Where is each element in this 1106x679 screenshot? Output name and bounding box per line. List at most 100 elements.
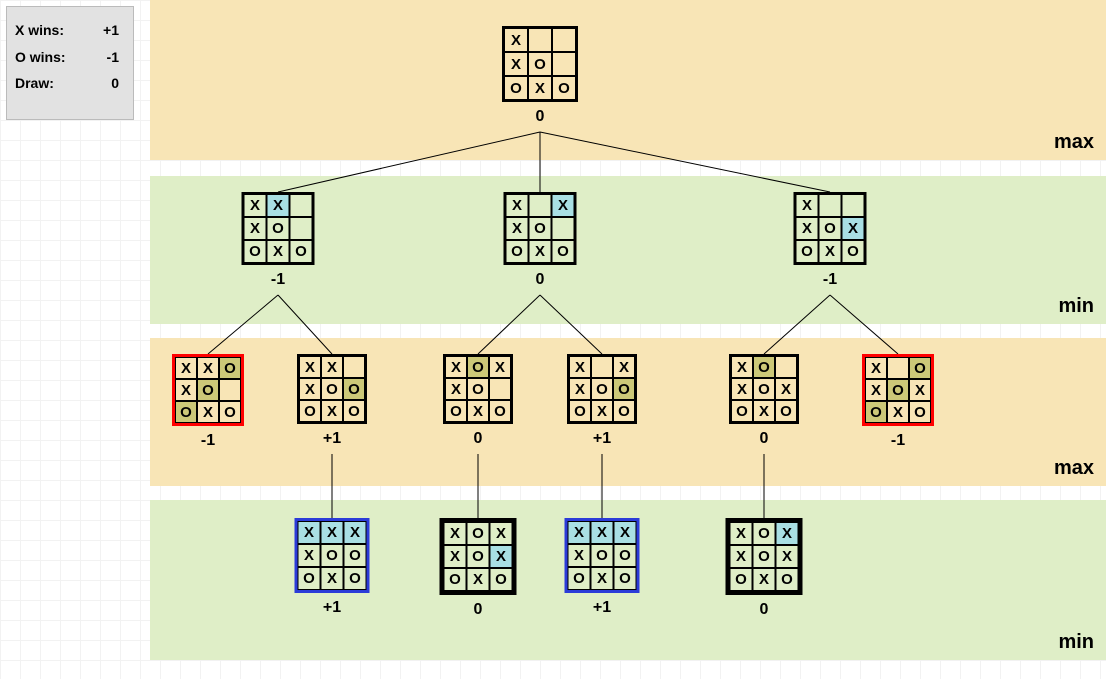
board-cell: X [909, 379, 931, 401]
board-cell [591, 356, 613, 378]
game-state-node: XXOXOXO-1 [794, 192, 867, 289]
board-cell [552, 52, 576, 76]
legend-value: +1 [103, 17, 119, 44]
board-cell: O [298, 567, 321, 590]
tic-tac-toe-board: XXXXOOOXO [295, 518, 370, 593]
game-state-node: XXXXOOOXO+1 [295, 518, 370, 617]
legend-row: Draw: 0 [15, 70, 125, 97]
board-cell: O [321, 544, 344, 567]
board-cell: X [445, 356, 467, 378]
board-cell: O [343, 400, 365, 422]
game-state-node: XXXOOOXO+1 [567, 354, 637, 448]
board-cell: O [343, 378, 365, 400]
board-cell: O [197, 379, 219, 401]
board-cell: X [244, 217, 267, 240]
board-cell: X [489, 356, 511, 378]
tic-tac-toe-board: XXXOOOXO [297, 354, 367, 424]
board-cell [529, 194, 552, 217]
board-cell: O [753, 378, 775, 400]
board-cell: O [614, 567, 637, 590]
board-cell: X [591, 567, 614, 590]
board-cell: X [344, 521, 367, 544]
legend-row: X wins: +1 [15, 17, 125, 44]
tic-tac-toe-board: XXXXOOOXO [565, 518, 640, 593]
board-cell: X [731, 378, 753, 400]
board-cell: X [298, 521, 321, 544]
board-cell: X [528, 76, 552, 100]
board-cell: O [613, 378, 635, 400]
board-cell: O [909, 357, 931, 379]
board-cell: X [321, 521, 344, 544]
board-cell: O [344, 544, 367, 567]
board-cell [290, 217, 313, 240]
board-cell: O [219, 357, 241, 379]
board-cell: X [490, 545, 513, 568]
game-state-node: XOXOXOXO0 [729, 354, 799, 448]
tic-tac-toe-board: XXXOOXO [504, 192, 577, 265]
board-cell: O [842, 240, 865, 263]
board-cell: O [552, 76, 576, 100]
board-cell: X [552, 194, 575, 217]
board-cell: O [299, 400, 321, 422]
board-cell: X [504, 52, 528, 76]
tic-tac-toe-board: XXXOOXO [242, 192, 315, 265]
board-cell: X [865, 379, 887, 401]
board-cell: X [887, 401, 909, 423]
board-cell: O [445, 400, 467, 422]
board-cell: O [775, 400, 797, 422]
board-cell: X [796, 217, 819, 240]
board-cell: X [490, 522, 513, 545]
game-state-node: XOXXOXOXO0 [726, 518, 803, 619]
board-cell [552, 217, 575, 240]
board-cell: X [267, 194, 290, 217]
node-value-label: +1 [565, 599, 640, 617]
board-cell: O [175, 401, 197, 423]
board-cell [819, 194, 842, 217]
game-state-node: XOXXOXOXO 0 [440, 518, 517, 619]
board-cell: X [321, 356, 343, 378]
board-cell: X [175, 357, 197, 379]
board-cell: X [796, 194, 819, 217]
board-cell: X [299, 356, 321, 378]
board-cell: X [529, 240, 552, 263]
board-cell: O [753, 522, 776, 545]
board-cell [489, 378, 511, 400]
tic-tac-toe-board: XXOXOXO [794, 192, 867, 265]
legend-row: O wins: -1 [15, 44, 125, 71]
legend-value: 0 [111, 70, 119, 97]
node-value-label: 0 [440, 601, 517, 619]
board-cell: O [529, 217, 552, 240]
tic-tac-toe-board: XOXOXOXO [729, 354, 799, 424]
game-state-node: XOXXOOXO0 [443, 354, 513, 448]
legend-value: -1 [107, 44, 119, 71]
legend: X wins: +1 O wins: -1 Draw: 0 [6, 6, 134, 120]
board-cell: O [753, 545, 776, 568]
tic-tac-toe-board: XOXXOXOXO [440, 518, 517, 595]
board-cell: X [730, 522, 753, 545]
board-cell: O [613, 400, 635, 422]
board-cell: O [244, 240, 267, 263]
board-cell: O [467, 356, 489, 378]
board-cell: O [909, 401, 931, 423]
board-cell: O [219, 401, 241, 423]
legend-label: Draw: [15, 70, 54, 97]
node-value-label: -1 [172, 432, 244, 450]
board-cell: O [467, 545, 490, 568]
board-cell: X [175, 379, 197, 401]
tic-tac-toe-board: XXOXOOXO [172, 354, 244, 426]
tic-tac-toe-board: XXOOXO [502, 26, 578, 102]
board-cell: X [775, 378, 797, 400]
game-state-node: XXXOOXO0 [504, 192, 577, 289]
board-cell: X [731, 356, 753, 378]
board-cell: X [299, 378, 321, 400]
board-cell: O [504, 76, 528, 100]
node-value-label: +1 [297, 430, 367, 448]
board-cell [775, 356, 797, 378]
board-cell: O [528, 52, 552, 76]
node-value-label: -1 [862, 432, 934, 450]
board-cell: X [444, 522, 467, 545]
board-cell: X [568, 521, 591, 544]
board-cell: X [730, 545, 753, 568]
band-label: min [1058, 295, 1094, 318]
board-cell: O [731, 400, 753, 422]
